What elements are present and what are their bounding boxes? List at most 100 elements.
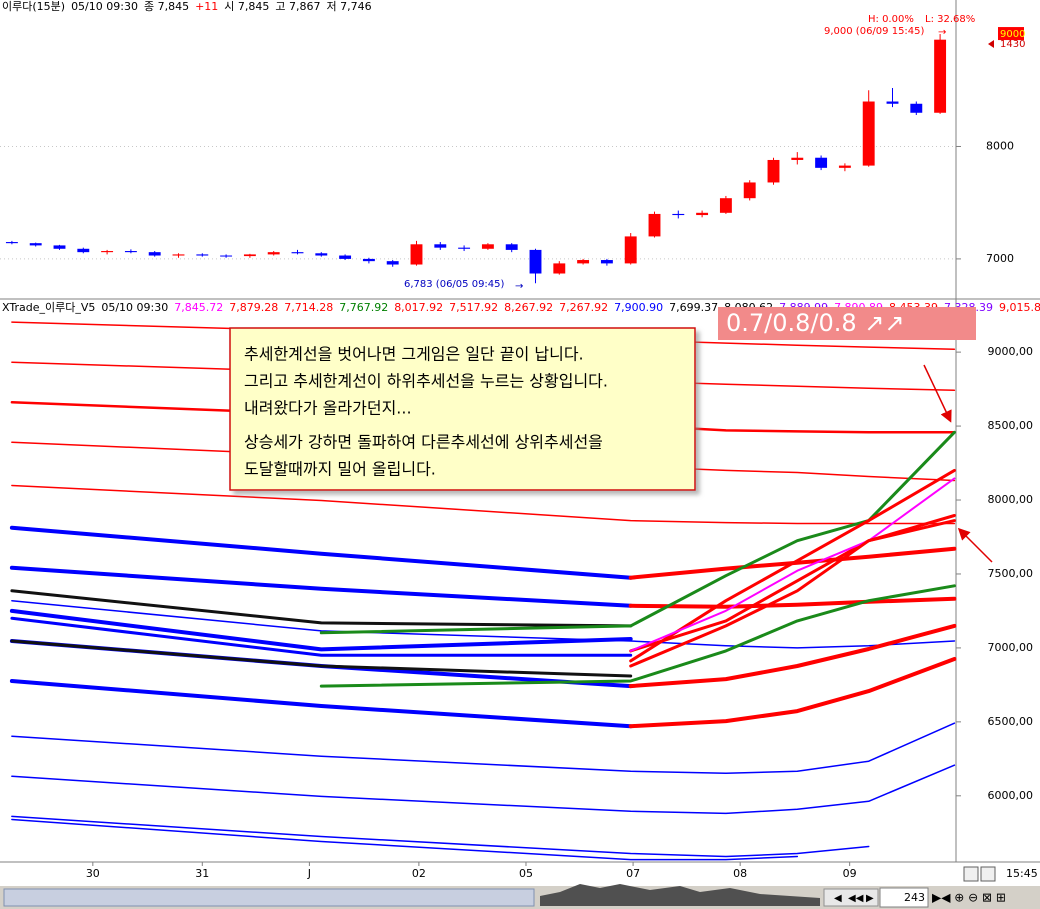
- candle-body: [719, 198, 732, 213]
- indicator-line: [319, 430, 956, 635]
- indicator-line: [629, 514, 956, 668]
- candle-body: [172, 254, 185, 256]
- volume-marker: [988, 40, 994, 49]
- readout: 7,900.90: [614, 301, 663, 314]
- draw-tool-button[interactable]: [963, 866, 979, 882]
- readout: 7,517.92: [449, 301, 498, 314]
- x-tick-label: 08: [733, 867, 747, 880]
- current-price: 9000: [1000, 29, 1025, 40]
- candle-body: [315, 253, 328, 256]
- annotation-line: 내려왔다가 올라가던지...: [244, 399, 412, 418]
- nav-icon: ◀◀: [848, 893, 864, 904]
- nav-buttons[interactable]: [823, 888, 879, 907]
- last-time: 15:45: [1006, 867, 1038, 880]
- high-note: 9,000 (06/09 15:45): [824, 26, 925, 37]
- candle-body: [362, 258, 375, 262]
- x-tick-label: 05: [519, 867, 533, 880]
- readout: 7,714.28: [284, 301, 333, 314]
- indicator-line: [9, 608, 633, 652]
- candle-body: [553, 263, 566, 274]
- candle-body: [481, 244, 494, 249]
- low-note: 6,783 (06/05 09:45): [404, 279, 505, 290]
- x-tick-label: 09: [843, 867, 857, 880]
- current-price-box: [998, 27, 1024, 41]
- low-stats: L: 32.68%: [925, 14, 975, 25]
- candle-body: [743, 182, 756, 199]
- annotation-line: 그리고 추세한계선이 하위추세선을 누르는 상황입니다.: [244, 372, 608, 391]
- annotation-line: 상승세가 강하면 돌파하여 다른추세선에 상위추세선을: [244, 433, 603, 452]
- candle-body: [791, 157, 804, 160]
- candle-body: [767, 159, 780, 183]
- indicator-line: [11, 599, 956, 649]
- readout: 종 7,845: [144, 0, 189, 13]
- indicator-line: [11, 764, 956, 815]
- pointer-arrow: [923, 364, 952, 423]
- zoom-tool-button[interactable]: [980, 866, 996, 882]
- indicator-line: [11, 484, 956, 525]
- candle-body: [815, 157, 828, 168]
- indicator-line: [11, 722, 956, 775]
- y-tick-label: 6500,00: [988, 715, 1034, 728]
- candle-body: [577, 260, 590, 264]
- y-tick-label: 8000,00: [988, 493, 1034, 506]
- readout: +11: [195, 0, 218, 13]
- candle-body: [267, 252, 280, 255]
- toolbar-icons[interactable]: ▶◀ ⊕ ⊖ ⊠ ⊞: [932, 891, 1006, 905]
- indicator-line: [629, 519, 956, 653]
- scroll-track[interactable]: [3, 888, 535, 907]
- x-tick-label: 31: [195, 867, 209, 880]
- high-stats: H: 0.00%: [868, 14, 914, 25]
- indicator-line: [319, 584, 956, 688]
- readout: 7,699.37: [669, 301, 718, 314]
- indicator-line: [628, 623, 957, 689]
- candle-body: [434, 244, 447, 248]
- indicator-line: [629, 477, 956, 652]
- indicator-line: [9, 525, 633, 580]
- indicator-line: [10, 616, 633, 657]
- count-input[interactable]: [879, 887, 929, 908]
- indicator-line: [628, 596, 957, 609]
- candle-body: [696, 212, 709, 216]
- y-tick-label: 7500,00: [988, 567, 1034, 580]
- badge-text: 0.7/0.8/0.8 ↗↗: [726, 309, 905, 337]
- candle-body: [838, 165, 851, 168]
- nav-icon: ▶: [866, 893, 874, 904]
- x-tick-label: 07: [626, 867, 640, 880]
- candle-body: [196, 254, 209, 256]
- annotation: 추세한계선을 벗어나면 그게임은 일단 끝이 납니다. 그리고 추세한계선이 하…: [229, 327, 696, 491]
- candle-body: [529, 249, 542, 274]
- readout: 8,017.92: [394, 301, 443, 314]
- y-tick-label: 6000,00: [988, 789, 1034, 802]
- pointer-arrow: [957, 527, 993, 563]
- panel-time: 05/10 09:30: [101, 301, 168, 314]
- candle-body: [77, 248, 90, 253]
- x-tick-label: J: [307, 867, 311, 880]
- candle-body: [410, 244, 423, 265]
- y-tick-label: 9000,00: [988, 345, 1034, 358]
- nav-icon: ◀: [834, 893, 842, 904]
- candle-body: [600, 260, 613, 264]
- overview-minimap: [540, 884, 820, 906]
- candle-body: [101, 251, 114, 253]
- badge-box: [718, 307, 976, 340]
- readout: 8,267.92: [504, 301, 553, 314]
- count-value: 243: [904, 891, 925, 904]
- candle-body: [53, 245, 66, 249]
- candle-body: [624, 236, 637, 264]
- high-note-arrow: →: [938, 27, 946, 38]
- indicator-line: [11, 818, 799, 861]
- indicator-line: [629, 468, 956, 663]
- y-tick-label: 8500,00: [988, 419, 1034, 432]
- candle-body: [5, 242, 18, 244]
- current-volume: 1430: [1000, 39, 1025, 50]
- candle-body: [672, 213, 685, 216]
- candle-body: [886, 101, 899, 104]
- candle-body: [934, 39, 947, 113]
- readout: 7,879.28: [229, 301, 278, 314]
- x-tick-label: 02: [412, 867, 426, 880]
- candle-body: [862, 101, 875, 166]
- indicator-line: [10, 589, 633, 628]
- readout: 시 7,845: [224, 0, 269, 13]
- indicator-line: [9, 565, 633, 608]
